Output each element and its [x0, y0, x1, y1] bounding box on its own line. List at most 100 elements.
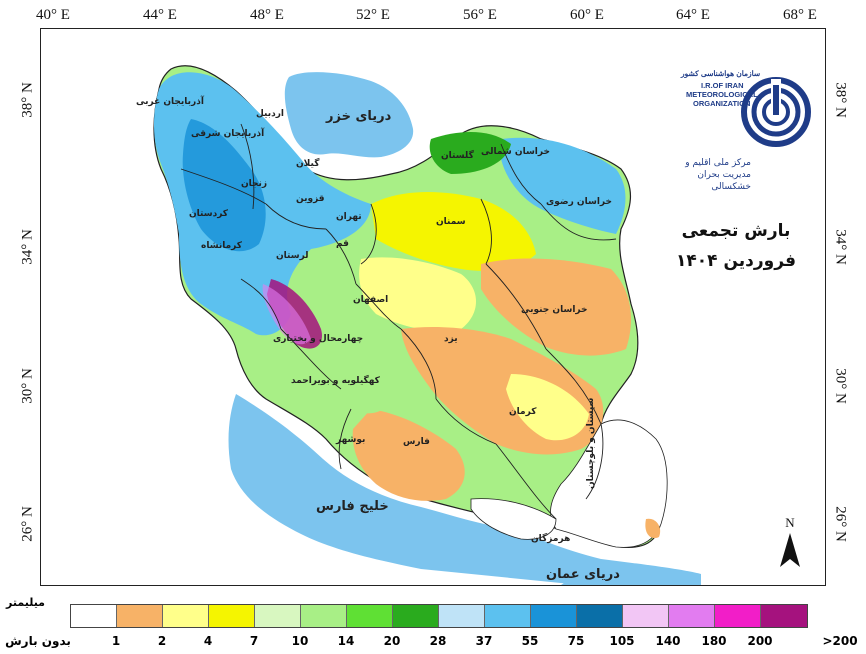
- north-arrow-label: N: [785, 515, 795, 530]
- legend-label: 37: [475, 634, 493, 648]
- latitude-tick-label: 30° N: [19, 368, 36, 404]
- legend-label: 10: [291, 634, 309, 648]
- latitude-tick-label: 26° N: [832, 506, 849, 542]
- province-label: خراسان رضوی: [546, 197, 612, 207]
- legend-label: 2: [157, 634, 167, 648]
- longitude-tick-label: 40° E: [36, 7, 70, 23]
- fars-green: [338, 359, 391, 414]
- province-label: کردستان: [189, 209, 229, 219]
- legend-swatch: [117, 605, 163, 627]
- legend-swatch: [669, 605, 715, 627]
- province-label: هرمزگان: [531, 534, 571, 544]
- north-arrow-icon: N: [780, 515, 800, 567]
- province-label: تهران: [336, 212, 362, 222]
- map-canvas: [41, 29, 825, 585]
- legend-swatch: [209, 605, 255, 627]
- latitude-tick-label: 34° N: [832, 229, 849, 265]
- legend-swatch: [347, 605, 393, 627]
- golestan-green: [429, 132, 511, 174]
- province-label: خراسان شمالی: [481, 147, 550, 157]
- province-label: گلستان: [441, 151, 474, 161]
- legend-label: بدون بارش: [5, 634, 71, 648]
- map-title-line1: بارش تجمعی: [681, 221, 791, 241]
- legend-swatch: [531, 605, 577, 627]
- legend-swatch: [715, 605, 761, 627]
- longitude-tick-label: 68° E: [783, 7, 817, 23]
- central-yellow: [371, 192, 536, 271]
- caspian-sea-label: دریای خزر: [326, 109, 392, 124]
- legend-label: 7: [249, 634, 259, 648]
- latitude-tick-label: 38° N: [832, 82, 849, 118]
- legend-unit: میلیمتر: [6, 596, 45, 609]
- logo-en-line2: METEOROLOGICAL: [686, 90, 758, 99]
- se-dry-region: [550, 419, 668, 548]
- province-label: فارس: [403, 437, 430, 447]
- meteorological-logo-icon: [741, 77, 811, 147]
- central-pale: [359, 257, 476, 331]
- legend-swatch: [577, 605, 623, 627]
- legend-swatch: [301, 605, 347, 627]
- legend-swatch: [71, 605, 117, 627]
- legend-label: 4: [203, 634, 213, 648]
- latitude-tick-label: 26° N: [19, 506, 36, 542]
- legend-label: >200: [822, 634, 858, 648]
- legend-swatch: [163, 605, 209, 627]
- province-label: یزد: [444, 334, 458, 344]
- longitude-tick-label: 48° E: [250, 7, 284, 23]
- persian-gulf-label: خلیج فارس: [316, 499, 389, 514]
- province-label: آذربایجان غربی: [136, 97, 204, 107]
- province-label: چهارمحال و بختیاری: [273, 334, 364, 344]
- oman-sea: [561, 559, 701, 585]
- province-label: خراسان جنوبی: [521, 305, 588, 315]
- longitude-tick-label: 44° E: [143, 7, 177, 23]
- legend-swatch: [761, 605, 807, 627]
- longitude-tick-label: 60° E: [570, 7, 604, 23]
- sistan-orange-spot: [645, 518, 661, 539]
- logo-fa-top: سازمان هواشناسی کشور: [681, 69, 761, 78]
- longitude-tick-label: 56° E: [463, 7, 497, 23]
- legend-label: 140: [655, 634, 681, 648]
- logo-en-line1: I.R.OF IRAN: [701, 81, 744, 90]
- province-label: زنجان: [241, 179, 268, 189]
- legend-label: 200: [747, 634, 773, 648]
- persian-gulf: [228, 394, 601, 585]
- legend-label: 1: [111, 634, 121, 648]
- oman-sea-label: دریای عمان: [546, 567, 620, 582]
- legend-label: 105: [609, 634, 635, 648]
- province-label: اصفهان: [353, 295, 389, 305]
- legend-label: 14: [337, 634, 355, 648]
- south-khorasan-orange: [481, 258, 631, 356]
- province-label: بوشهر: [336, 435, 366, 445]
- province-label: لرستان: [276, 251, 309, 261]
- longitude-tick-label: 64° E: [676, 7, 710, 23]
- caspian-sea: [284, 72, 414, 158]
- legend-label: 20: [383, 634, 401, 648]
- legend-swatch: [439, 605, 485, 627]
- map-title-line2: فروردین ۱۴۰۴: [676, 251, 796, 271]
- legend-swatch: [255, 605, 301, 627]
- province-label: کرمانشاه: [201, 241, 243, 251]
- legend-swatch: [393, 605, 439, 627]
- province-label: کهگیلویه و بویراحمد: [291, 376, 380, 386]
- hormozgan-white: [470, 498, 557, 540]
- logo-fa-bottom2: مدیریت بحران خشکسالی: [697, 170, 751, 192]
- province-boundaries: [180, 123, 617, 520]
- province-label: گیلان: [296, 159, 320, 169]
- logo-en-line3: ORGANIZATION: [693, 99, 751, 108]
- province-label: قزوین: [296, 194, 325, 204]
- legend-label: 28: [429, 634, 447, 648]
- longitude-tick-label: 52° E: [356, 7, 390, 23]
- legend-swatch: [623, 605, 669, 627]
- legend-label: 75: [567, 634, 585, 648]
- kerman-yellow: [506, 374, 589, 441]
- province-label: کرمان: [509, 407, 537, 417]
- logo-fa-bottom1: مرکز ملی اقلیم و: [685, 158, 751, 168]
- map-frame: دریای خزر خلیج فارس دریای عمان آذربایجان…: [40, 28, 826, 586]
- legend-label: 180: [701, 634, 727, 648]
- legend-colorbar: [70, 604, 808, 628]
- latitude-tick-label: 34° N: [19, 229, 36, 265]
- ne-wet-region: [501, 137, 626, 234]
- legend-swatch: [485, 605, 531, 627]
- province-label: اردبیل: [256, 109, 284, 119]
- latitude-tick-label: 30° N: [832, 368, 849, 404]
